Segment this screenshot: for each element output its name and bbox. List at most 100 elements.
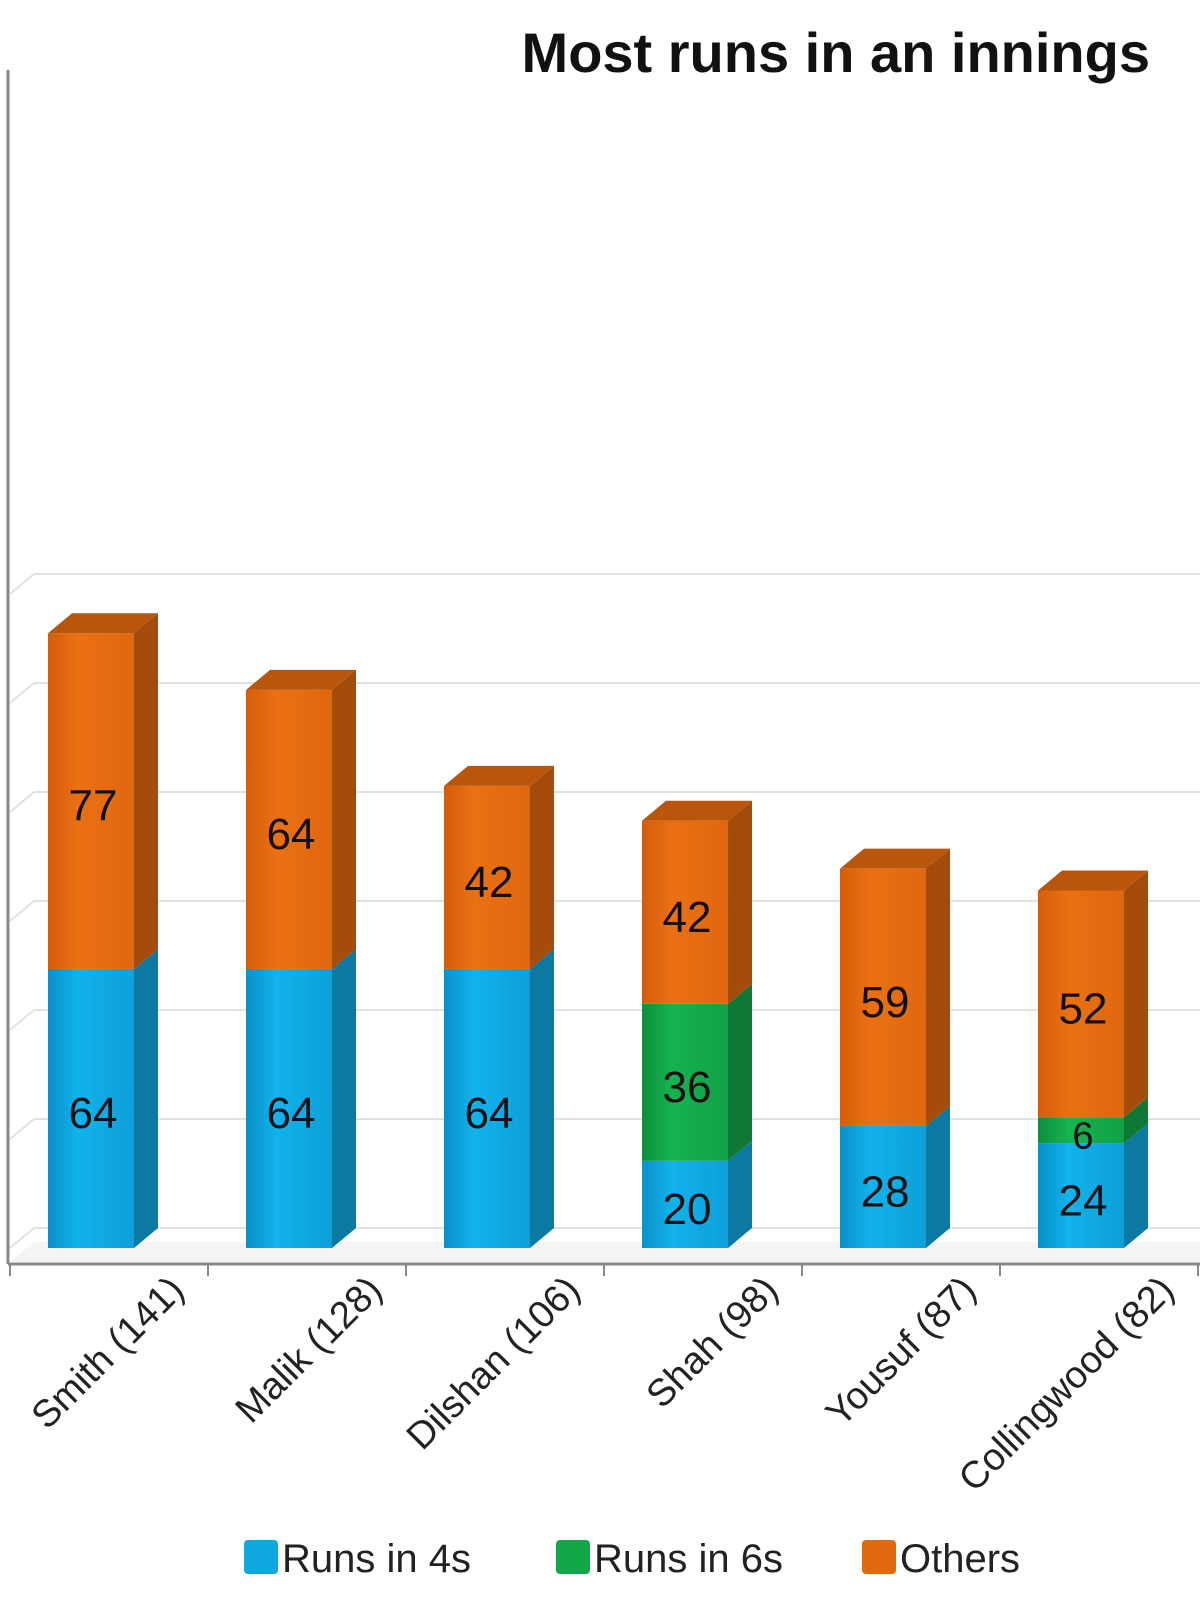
data-label: 52: [1059, 984, 1108, 1033]
bar-side-face: [728, 983, 752, 1161]
x-tick-label: Malik (128): [228, 1269, 391, 1432]
bar-side-face: [1124, 1097, 1148, 1144]
floor: [10, 1242, 1200, 1262]
bar-segment: [246, 948, 356, 1248]
data-labels: 64 77 64 64 64 42 20 36 42 28 59 24 6 52: [69, 782, 1108, 1234]
x-axis-tick-labels: Smith (141) Malik (128) Dilshan (106) Shah …: [24, 1269, 1183, 1500]
x-tick-label: Collingwood (82): [951, 1269, 1182, 1500]
legend-item: Runs in 6s: [556, 1537, 783, 1581]
bar: [840, 868, 926, 1126]
legend-swatch: [556, 1540, 590, 1574]
bar: [246, 968, 332, 1248]
data-label: 24: [1059, 1176, 1108, 1225]
bar: [48, 968, 134, 1248]
bar-segment: [246, 669, 356, 969]
data-label: 20: [663, 1185, 712, 1234]
bar-side-face: [1124, 1123, 1148, 1248]
bar-side-face: [530, 948, 554, 1248]
bar-segment: [1038, 1097, 1148, 1144]
bar-stack: [642, 800, 752, 1248]
bar-top-face: [246, 669, 356, 690]
chart-title: Most runs in an innings: [522, 21, 1150, 84]
gridline-side: [9, 1227, 35, 1249]
bar: [444, 968, 530, 1248]
axes: [6, 70, 1200, 1276]
bars: [48, 613, 1148, 1248]
legend-label: Runs in 4s: [282, 1537, 471, 1581]
gridline-side: [9, 573, 35, 595]
bar-segment: [840, 1105, 950, 1248]
bar-segment: [642, 983, 752, 1161]
bar-stack: [48, 613, 158, 1248]
bar-side-face: [332, 669, 356, 969]
data-label: 42: [465, 858, 514, 907]
bar-top-face: [48, 613, 158, 634]
bar: [642, 1003, 728, 1161]
legend-swatch: [244, 1540, 278, 1574]
data-label: 42: [663, 893, 712, 942]
bar-top-face: [840, 848, 950, 869]
bar: [444, 785, 530, 969]
bar: [642, 1160, 728, 1248]
gridline-side: [9, 1118, 35, 1140]
gridline-side: [9, 900, 35, 922]
data-label: 28: [861, 1168, 910, 1217]
bar: [1038, 890, 1124, 1118]
data-label: 59: [861, 978, 910, 1027]
x-tick-label: Yousuf (87): [818, 1269, 984, 1435]
x-tick-label: Shah (98): [639, 1269, 787, 1417]
gridline-side: [9, 682, 35, 704]
legend: Runs in 4s Runs in 6s Others: [244, 1537, 1020, 1581]
data-label: 64: [69, 1089, 118, 1138]
bar-side-face: [1124, 870, 1148, 1118]
bar-segment: [642, 1140, 752, 1248]
data-label: 77: [69, 782, 118, 831]
legend-swatch: [862, 1540, 896, 1574]
bar-stack: [246, 669, 356, 1248]
x-tick-label: Dilshan (106): [399, 1269, 589, 1459]
bar-side-face: [134, 948, 158, 1248]
bar-top-face: [444, 765, 554, 786]
bar-side-face: [926, 848, 950, 1126]
bar-segment: [1038, 870, 1148, 1118]
legend-item: Runs in 4s: [244, 1537, 471, 1581]
bar-side-face: [134, 613, 158, 969]
bar-top-face: [642, 800, 752, 821]
bar-segment: [48, 948, 158, 1248]
bar: [48, 633, 134, 969]
bar-side-face: [728, 1140, 752, 1248]
legend-label: Others: [900, 1537, 1020, 1581]
bar: [1038, 1117, 1124, 1144]
bar: [840, 1125, 926, 1248]
gridline-side: [9, 791, 35, 813]
legend-label: Runs in 6s: [594, 1537, 783, 1581]
bar: [642, 820, 728, 1004]
bar-side-face: [332, 948, 356, 1248]
data-label: 36: [663, 1063, 712, 1112]
bar-segment: [48, 613, 158, 969]
legend-item: Others: [862, 1537, 1020, 1581]
bar-stack: [840, 848, 950, 1248]
data-label: 64: [465, 1089, 514, 1138]
bar-segment: [840, 848, 950, 1126]
bar-segment: [642, 800, 752, 1004]
bar-stack: [444, 765, 554, 1248]
bar-segment: [1038, 1123, 1148, 1248]
bar: [1038, 1143, 1124, 1248]
bar-side-face: [728, 800, 752, 1004]
bar-segment: [444, 948, 554, 1248]
bar-segment: [444, 765, 554, 969]
bar: [246, 689, 332, 969]
x-tick-label: Smith (141): [24, 1269, 193, 1438]
bar-side-face: [926, 1105, 950, 1248]
bar-top-face: [1038, 870, 1148, 891]
data-label: 6: [1072, 1115, 1093, 1157]
data-label: 64: [267, 810, 316, 859]
grid: [9, 573, 1200, 1262]
data-label: 64: [267, 1089, 316, 1138]
bar-stack: [1038, 870, 1148, 1248]
bar-side-face: [530, 765, 554, 969]
gridline-side: [9, 1009, 35, 1031]
